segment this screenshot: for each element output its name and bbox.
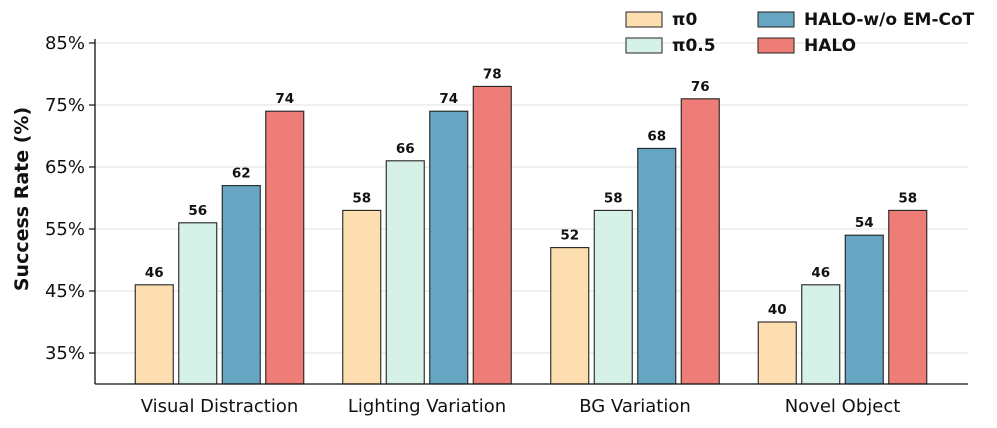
- bar--0-lighting-variation: [342, 209, 382, 385]
- y-tick-label: 45%: [45, 281, 85, 302]
- y-tick-label: 65%: [45, 157, 85, 178]
- bar--0-5-visual-distraction: [178, 222, 218, 385]
- data-label: 46: [145, 265, 164, 281]
- legend-label: HALO: [804, 36, 856, 56]
- x-tick-label: Visual Distraction: [141, 396, 299, 417]
- axes: 35% 45% 55% 65% 75% 85% Visual Distraction Ligh…: [45, 33, 968, 417]
- data-label: 66: [396, 141, 415, 157]
- data-label: 74: [275, 91, 294, 107]
- x-tick-label: Lighting Variation: [348, 396, 506, 417]
- y-tick-label: 75%: [45, 95, 85, 116]
- bar-halo-w-o-em-cot-novel-object: [844, 234, 884, 385]
- data-label: 58: [352, 190, 371, 206]
- data-label: 76: [691, 79, 710, 95]
- y-axis-label: Success Rate (%): [11, 107, 33, 291]
- data-label: 78: [483, 66, 502, 82]
- y-tick-label: 35%: [45, 343, 85, 364]
- bar--0-5-bg-variation: [593, 209, 633, 385]
- bar-halo-lighting-variation: [472, 85, 512, 385]
- bar-halo-novel-object: [888, 209, 928, 385]
- y-tick-label: 55%: [45, 219, 85, 240]
- x-tick-label: Novel Object: [785, 396, 901, 417]
- data-label: 40: [768, 302, 787, 318]
- bar--0-novel-object: [757, 321, 797, 385]
- bar-halo-visual-distraction: [265, 110, 305, 385]
- data-label: 46: [811, 265, 830, 281]
- data-label: 56: [188, 203, 207, 219]
- bar--0-5-lighting-variation: [385, 160, 425, 385]
- bar-halo-bg-variation: [680, 98, 720, 385]
- bar--0-5-novel-object: [801, 284, 841, 385]
- bar-halo-w-o-em-cot-lighting-variation: [429, 110, 469, 385]
- y-tick-label: 85%: [45, 33, 85, 54]
- legend-swatch: [757, 11, 795, 28]
- legend-label: π0: [672, 10, 697, 30]
- bar-halo-w-o-em-cot-bg-variation: [637, 147, 677, 385]
- data-label: 74: [439, 91, 458, 107]
- data-labels: 46 56 62 74 58 66 74 78 52 58 68 76 40 46 54 58: [145, 66, 917, 318]
- legend-swatch: [757, 37, 795, 54]
- data-label: 68: [647, 128, 666, 144]
- legend-swatch: [625, 11, 663, 28]
- legend-swatch: [625, 37, 663, 54]
- bar-halo-w-o-em-cot-visual-distraction: [221, 185, 261, 385]
- data-label: 58: [604, 190, 623, 206]
- legend-label: HALO-w/o EM-CoT: [804, 10, 975, 30]
- data-label: 62: [232, 166, 251, 182]
- legend-label: π0.5: [672, 36, 716, 56]
- bar--0-bg-variation: [550, 247, 590, 385]
- legend: π0 π0.5 HALO-w/o EM-CoT HALO: [625, 10, 975, 56]
- x-tick-label: BG Variation: [579, 396, 691, 417]
- bars: [134, 85, 928, 385]
- data-label: 54: [855, 215, 874, 231]
- bar--0-visual-distraction: [134, 284, 174, 385]
- data-label: 58: [898, 190, 917, 206]
- data-label: 52: [560, 228, 579, 244]
